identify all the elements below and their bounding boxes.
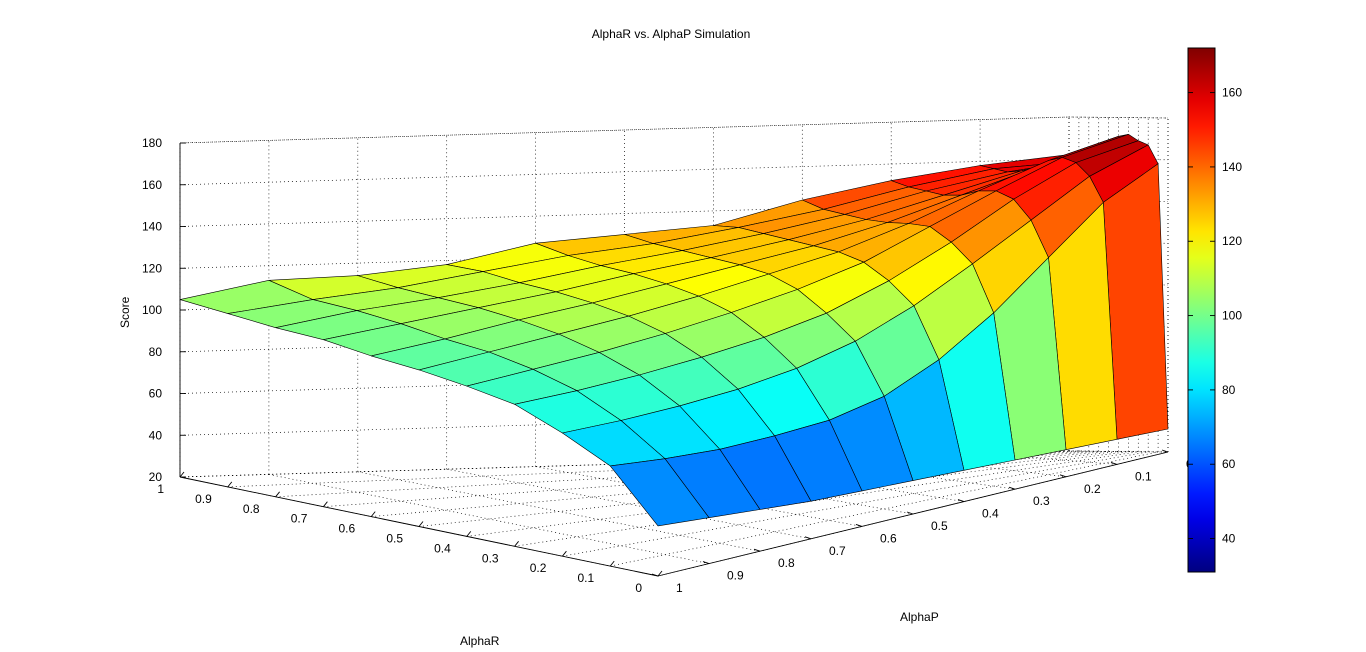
y-tick-mark [651,573,659,577]
x-tick-label: 0.8 [243,502,260,516]
colorbar: 40 60 80 100 120 140 160 [1187,47,1242,573]
colorbar-tick-label: 60 [1222,457,1236,471]
y-tick-mark [957,499,965,503]
y-tick-mark [753,548,761,552]
grid-line [179,158,1169,186]
y-tick-mark [855,523,863,527]
x-tick-mark [323,501,328,507]
z-tick-label: 140 [142,220,162,234]
surface [179,134,1169,527]
x-axis-label: AlphaR [460,634,500,648]
x-tick-mark [418,521,424,527]
y-axis-label: AlphaP [900,610,939,624]
x-tick-mark [609,560,615,567]
y-tick-label: 0.5 [931,519,948,533]
grid-line [179,450,1169,478]
z-tick-label: 120 [142,261,162,275]
z-tick-label: 20 [149,470,163,484]
y-tick-label: 0.8 [778,556,795,570]
colorbar-tick-label: 120 [1222,234,1242,248]
y-tick-mark [1059,474,1067,478]
y-tick-mark [1161,449,1169,453]
x-tick-label: 0.6 [339,522,356,536]
x-tick-label: 0.2 [530,561,547,575]
z-tick-label: 80 [149,345,163,359]
z-tick-label: 180 [142,136,162,150]
x-tick-mark [562,550,567,557]
colorbar-tick-label: 100 [1222,309,1242,323]
x-tick-mark [514,541,519,547]
y-tick-mark [906,511,914,515]
chart-title: AlphaR vs. AlphaP Simulation [591,27,751,41]
y-tick-label: 1 [676,581,683,595]
colorbar-tick-label: 40 [1222,532,1236,546]
x-tick-mark [227,481,233,488]
grid-line [179,116,1169,144]
z-tick-label: 40 [149,428,163,442]
y-tick-label: 0.4 [982,507,999,521]
colorbar-tick-label: 160 [1222,86,1242,100]
y-tick-mark [702,561,710,565]
y-tick-label: 0.3 [1033,494,1050,508]
x-tick-label: 1 [157,482,164,496]
colorbar-tick-label: 140 [1222,160,1242,174]
grid-line [179,200,1169,227]
x-tick-label: 0.9 [195,492,212,506]
x-tick-label: 0.4 [434,541,451,555]
x-tick-mark [179,471,185,478]
z-axis-label: Score [118,296,132,328]
x-tick-label: 0.3 [482,551,499,565]
y-tick-label: 0.6 [880,531,897,545]
y-tick-label: 0.2 [1084,482,1101,496]
colorbar-scale [1187,47,1216,573]
y-tick-mark [1008,486,1016,490]
x-tick-mark [370,511,376,517]
z-tick-label: 160 [142,178,162,192]
y-tick-label: 0.9 [727,569,744,583]
x-tick-label: 0 [635,581,642,595]
tick-labels: 20 40 60 80 100 120 140 160 180 1 0.9 0.8 0.7 0.6 0.5 0… [142,136,1193,595]
y-tick-label: 0.1 [1135,469,1152,483]
x-tick-mark [275,491,280,498]
x-tick-mark [466,531,472,537]
grid-line [179,408,1169,436]
z-tick-label: 100 [142,303,162,317]
y-tick-mark [804,536,812,540]
x-tick-label: 0.1 [578,571,595,585]
grid-line [357,471,761,552]
grid-line [1068,450,1169,453]
colorbar-tick-label: 80 [1222,383,1236,397]
z-tick-label: 60 [149,387,163,401]
x-tick-label: 0.5 [386,532,403,546]
grid-line [980,453,1118,465]
y-tick-mark [1110,461,1118,465]
x-tick-mark [657,570,663,577]
grid-line [535,466,863,527]
surface-patch [609,458,710,527]
grid-line [268,474,710,564]
x-tick-label: 0.7 [291,512,308,526]
y-tick-label: 0.7 [829,544,846,558]
